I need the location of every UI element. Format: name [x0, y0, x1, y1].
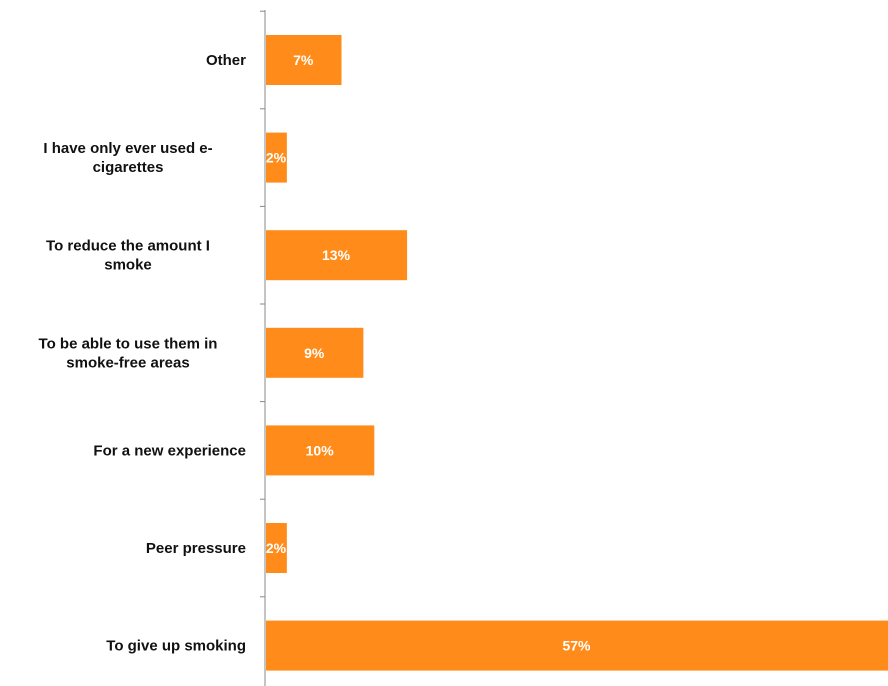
bar [266, 620, 888, 671]
y-axis-ticks [260, 10, 265, 598]
category-labels: Other I have only ever used e-cigarettes T… [39, 52, 247, 655]
category-label: To give up smoking [106, 638, 246, 655]
bar-value-label: 57% [562, 638, 591, 654]
bar [266, 327, 364, 378]
bar-value-label: 10% [306, 442, 335, 458]
value-labels: 7% 2% 13% 9% 10% 2% 57% [266, 52, 591, 654]
category-label: Other [206, 52, 246, 69]
bar-value-label: 2% [266, 150, 287, 166]
bar [266, 230, 408, 281]
category-label: For a new experience [93, 442, 246, 459]
bar-value-label: 13% [322, 247, 351, 263]
category-label: I have only ever used e-cigarettes [43, 140, 212, 176]
bar [266, 35, 342, 85]
bar-value-label: 2% [266, 540, 287, 556]
category-label: Peer pressure [146, 540, 246, 557]
category-label: To be able to use them in smoke-free area… [39, 335, 218, 371]
bar-value-label: 7% [293, 52, 314, 68]
bars-group [266, 35, 888, 671]
bar [266, 132, 287, 183]
bar [266, 425, 375, 476]
bar [266, 523, 287, 573]
bar-value-label: 9% [304, 345, 325, 361]
